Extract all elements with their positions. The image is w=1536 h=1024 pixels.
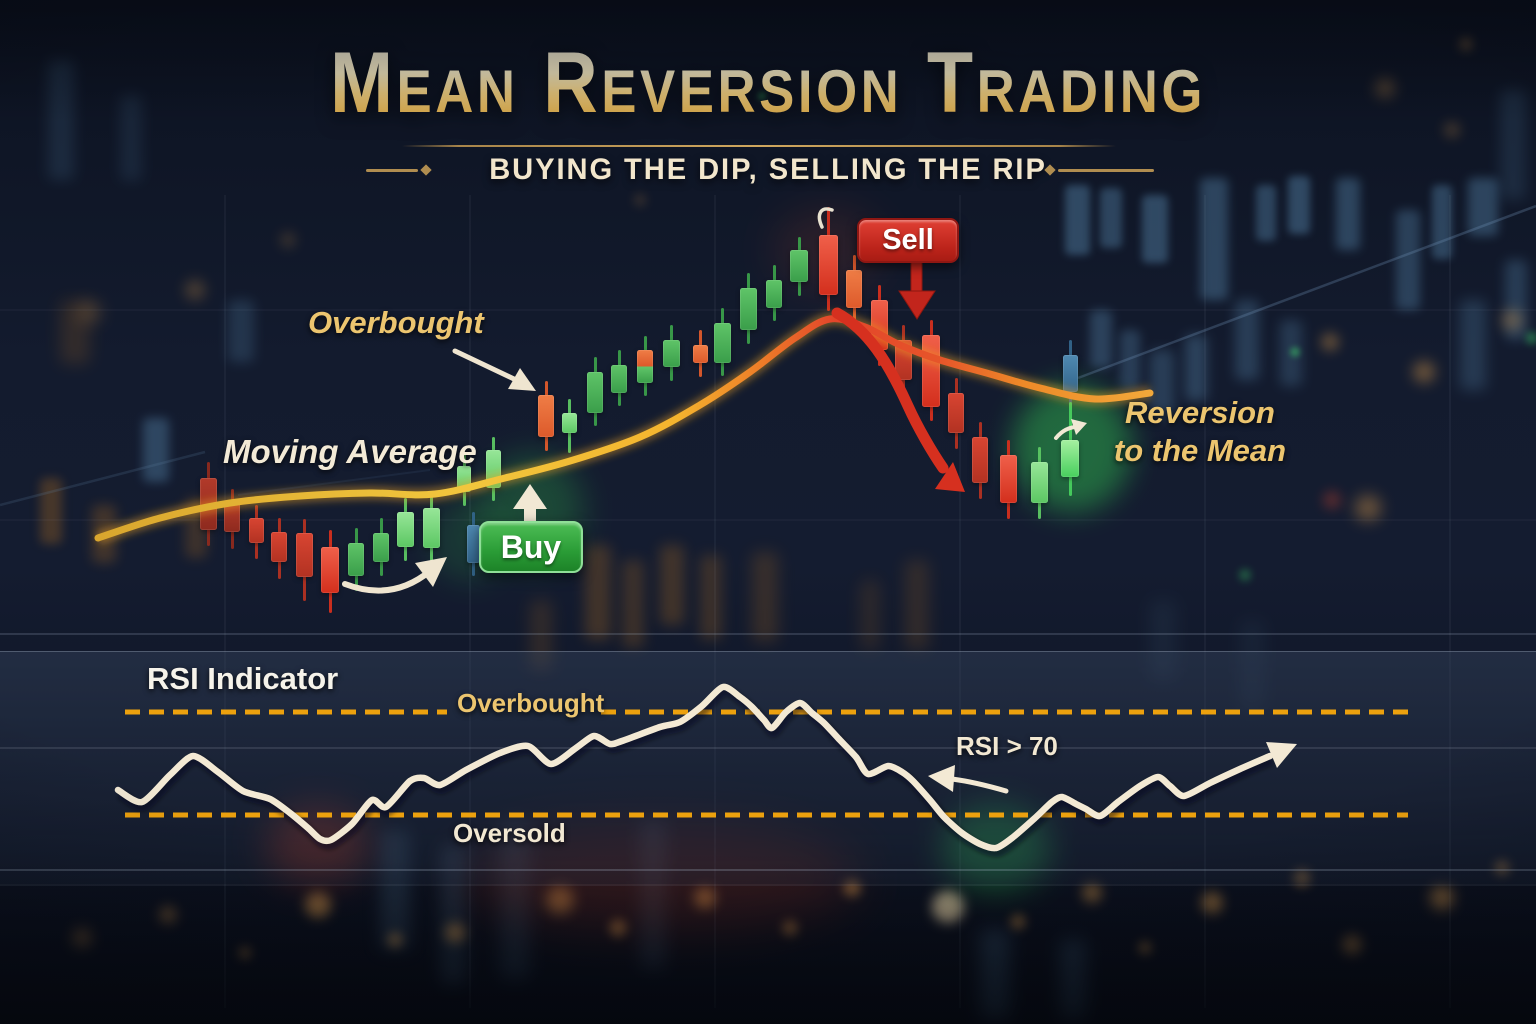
reversion-line-1: Reversion <box>1125 395 1275 430</box>
buy-button[interactable]: Buy <box>479 521 583 573</box>
subtitle-ornament-right <box>1058 169 1154 172</box>
overbought-annotation: Overbought <box>308 305 484 340</box>
reversion-line-2: to the Mean <box>1113 433 1287 468</box>
moving-average-annotation: Moving Average <box>223 433 477 470</box>
rsi-oversold-label: Oversold <box>453 818 566 848</box>
rsi-panel-title: RSI Indicator <box>147 661 339 696</box>
page-title: Mean Reversion Trading <box>92 40 1444 126</box>
rsi-threshold-annotation: RSI > 70 <box>956 731 1058 761</box>
reversion-to-mean-annotation: Reversion to the Mean <box>1098 394 1302 470</box>
sell-button[interactable]: Sell <box>857 218 959 263</box>
rsi-overbought-label: Overbought <box>457 688 605 718</box>
subtitle-ornament-left <box>366 169 418 172</box>
title-divider <box>402 145 1116 147</box>
page-subtitle: BUYING THE DIP, SELLING THE RIP <box>489 153 1047 186</box>
